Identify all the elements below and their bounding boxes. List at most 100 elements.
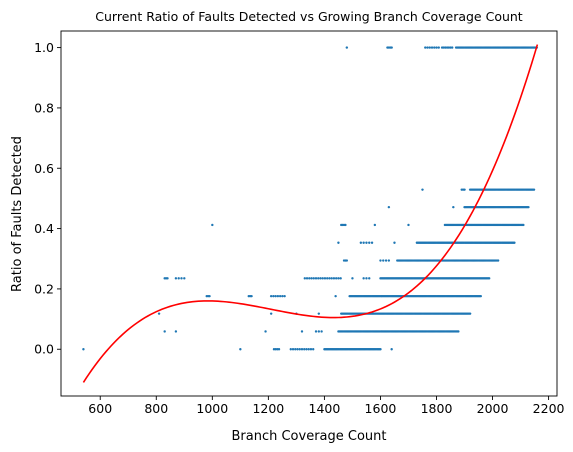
fit-curve: [82, 44, 539, 383]
data-point: [163, 330, 166, 333]
data-point: [308, 277, 311, 280]
data-point: [373, 223, 377, 227]
data-point: [421, 188, 424, 191]
data-point: [522, 223, 525, 227]
data-point: [314, 330, 318, 333]
data-point: [424, 46, 427, 49]
data-point: [334, 277, 338, 280]
plot-frame: [60, 30, 558, 397]
data-point: [496, 259, 500, 262]
data-point: [326, 277, 329, 280]
data-point: [303, 277, 306, 280]
data-point: [208, 294, 211, 298]
data-point: [305, 277, 309, 280]
data-point: [157, 312, 161, 315]
y-axis-ticks: 0.0 0.2 0.4 0.6 0.8 1.0: [34, 40, 61, 357]
data-point: [457, 330, 460, 333]
data-point: [239, 348, 242, 351]
data-point: [166, 277, 169, 280]
data-point: [276, 348, 279, 351]
data-point: [407, 223, 410, 227]
chart-title: Current Ratio of Faults Detected vs Grow…: [95, 9, 523, 24]
data-point: [320, 330, 323, 333]
data-point: [442, 46, 445, 49]
x-tick-label: 1600: [365, 401, 397, 416]
data-point: [452, 205, 455, 209]
data-point: [330, 277, 333, 280]
data-point: [305, 348, 308, 351]
x-tick-label: 1400: [309, 401, 341, 416]
data-point: [487, 277, 491, 280]
data-point: [430, 46, 434, 49]
data-point: [317, 277, 320, 280]
data-point: [447, 46, 451, 49]
data-point: [332, 277, 336, 280]
data-point: [291, 348, 295, 351]
data-point: [390, 348, 393, 351]
x-tick-label: 2200: [533, 401, 565, 416]
y-tick-label: 1.0: [34, 40, 54, 55]
x-tick-label: 2000: [477, 401, 509, 416]
data-point: [337, 277, 340, 280]
y-tick-label: 0.8: [34, 100, 54, 115]
x-axis-ticks: 600 800 1000 1200 1400 1600 1800 2000 2200: [88, 396, 565, 416]
data-point: [82, 348, 85, 351]
data-point: [334, 294, 337, 298]
data-point: [365, 277, 368, 280]
data-point: [314, 277, 318, 280]
data-point: [359, 241, 363, 244]
y-axis-label: Ratio of Faults Detected: [10, 136, 25, 292]
data-point: [368, 277, 371, 280]
data-point: [296, 348, 299, 351]
data-point: [468, 312, 472, 315]
data-point: [437, 46, 440, 49]
y-tick-label: 0.0: [34, 342, 54, 357]
data-point: [250, 294, 253, 298]
data-point: [328, 277, 331, 280]
data-point: [387, 259, 391, 262]
y-tick-label: 0.4: [34, 221, 54, 236]
data-point: [449, 46, 452, 49]
data-point: [307, 348, 310, 351]
data-point: [277, 348, 281, 351]
data-point: [428, 46, 431, 49]
data-point: [269, 294, 273, 298]
data-point: [444, 46, 447, 49]
data-point: [379, 348, 382, 351]
data-point: [310, 277, 313, 280]
data-point: [303, 348, 306, 351]
data-point: [426, 46, 429, 49]
data-point: [174, 277, 178, 280]
data-point: [300, 330, 304, 333]
x-tick-label: 600: [88, 401, 112, 416]
data-point: [365, 241, 368, 244]
data-point: [317, 330, 321, 333]
data-point: [351, 277, 354, 280]
data-point: [337, 241, 340, 244]
x-tick-label: 1000: [196, 401, 228, 416]
data-point: [211, 223, 214, 227]
data-point: [379, 259, 382, 262]
data-point: [183, 277, 186, 280]
data-point: [300, 348, 304, 351]
data-point: [276, 294, 280, 298]
data-point: [382, 259, 385, 262]
data-point: [180, 277, 183, 280]
data-points: [82, 46, 539, 351]
data-point: [312, 348, 315, 351]
data-point: [433, 46, 436, 49]
data-point: [370, 241, 374, 244]
data-point: [319, 277, 322, 280]
data-point: [294, 348, 297, 351]
x-tick-label: 1800: [421, 401, 453, 416]
y-tick-label: 0.2: [34, 281, 54, 296]
data-point: [390, 46, 393, 49]
x-tick-label: 1200: [252, 401, 284, 416]
data-point: [345, 259, 349, 262]
y-tick-label: 0.6: [34, 161, 54, 176]
data-point: [435, 46, 438, 49]
data-point: [445, 46, 449, 49]
data-point: [289, 348, 292, 351]
data-point: [344, 223, 347, 227]
